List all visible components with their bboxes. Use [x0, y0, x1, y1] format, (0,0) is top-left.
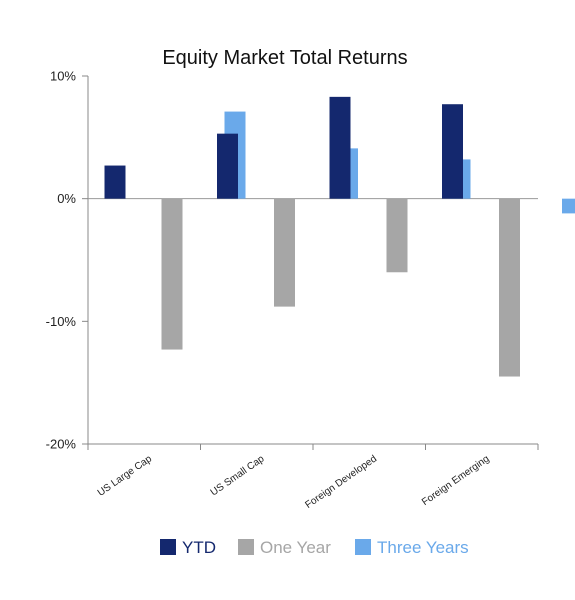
y-tick-label: -20% [46, 437, 77, 452]
bar-1-0 [217, 133, 238, 199]
legend-label: YTD [182, 538, 216, 557]
x-tick-label: Foreign Developed [303, 453, 379, 510]
y-tick-label: -10% [46, 314, 77, 329]
x-ticks: US Large Cap US Small Cap Foreign Develope… [87, 444, 539, 511]
bar-0-1 [161, 198, 183, 350]
bar-3-1 [499, 198, 520, 377]
bar-2-0 [329, 96, 351, 199]
y-ticks: 10% 0% -10% -20% [46, 69, 88, 452]
bar-0-0 [104, 165, 126, 199]
axes [87, 76, 538, 445]
legend-swatch [160, 539, 176, 555]
legend-label: Three Years [377, 538, 469, 557]
bar-3-2 [562, 198, 575, 214]
chart-title: Equity Market Total Returns [162, 47, 407, 69]
y-tick-label: 0% [57, 191, 76, 206]
bars [104, 96, 575, 377]
legend-swatch [238, 539, 254, 555]
legend-swatch [355, 539, 371, 555]
x-tick-label: US Small Cap [209, 453, 267, 498]
bar-3-0 [442, 104, 463, 199]
legend-label: One Year [260, 538, 331, 557]
x-tick-label: Foreign Emerging [420, 453, 491, 508]
y-tick-label: 10% [50, 69, 76, 84]
legend: YTD One Year Three Years [160, 538, 469, 557]
x-tick-label: US Large Cap [96, 453, 155, 499]
bar-1-1 [274, 198, 295, 307]
bar-2-1 [386, 198, 408, 273]
